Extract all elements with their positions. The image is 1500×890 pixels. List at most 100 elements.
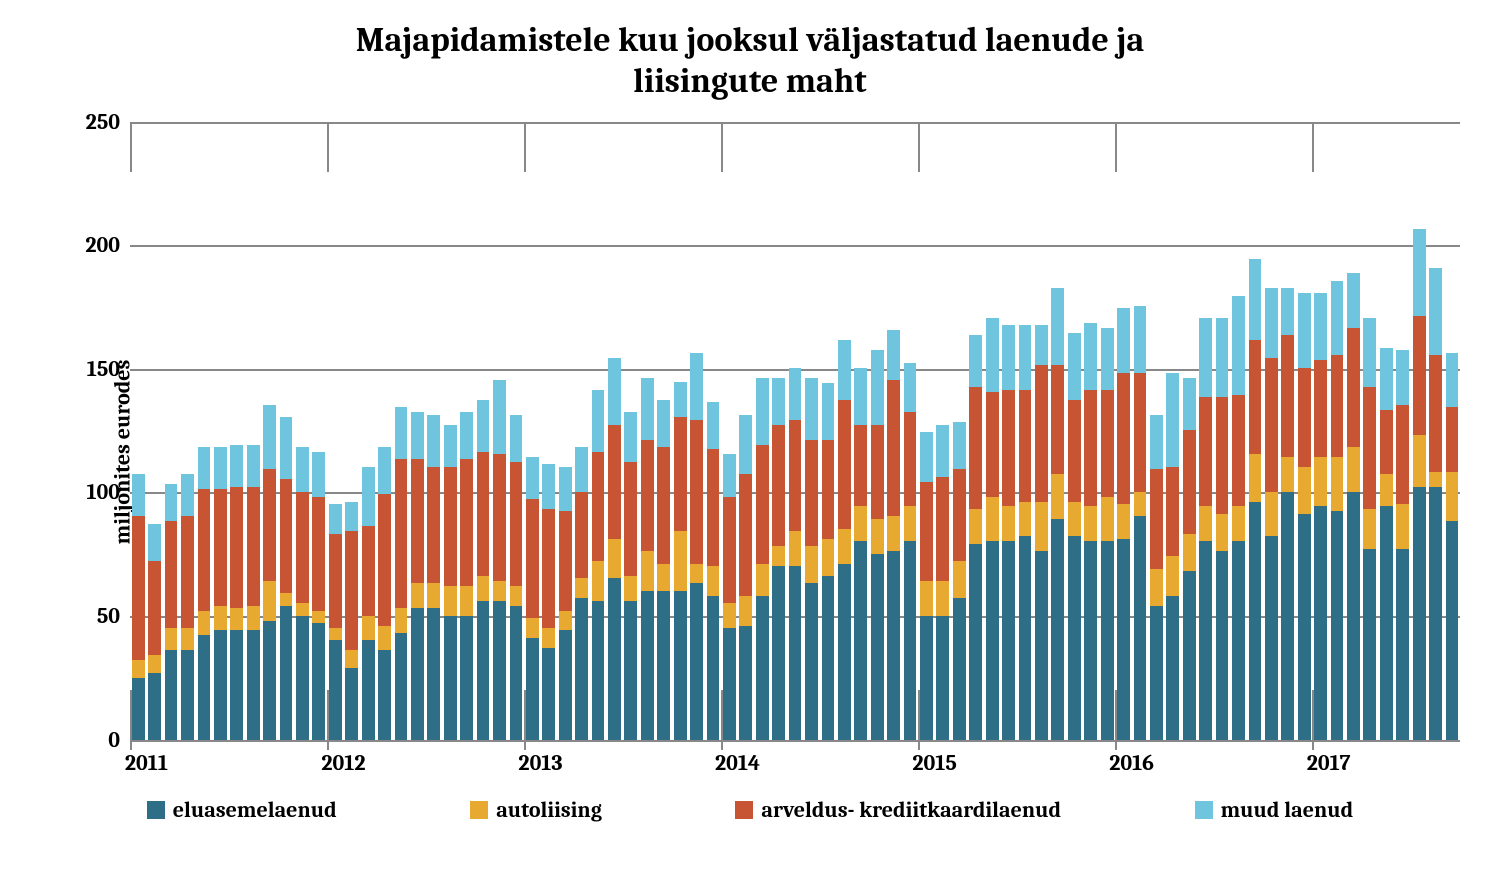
bar-segment-arveldus (1249, 340, 1262, 454)
bar-segment-auto (1134, 492, 1147, 517)
bar-segment-arveldus (1396, 405, 1409, 504)
bar-segment-muud (1249, 259, 1262, 341)
bar-segment-arveldus (411, 459, 424, 583)
bar-segment-muud (148, 524, 161, 561)
bar-stack (1380, 348, 1393, 740)
bar-segment-eluaseme (871, 554, 884, 740)
bar-segment-muud (280, 417, 293, 479)
bar-segment-auto (1216, 514, 1229, 551)
bar-stack (378, 447, 391, 740)
bar-segment-eluaseme (1249, 502, 1262, 740)
bar-segment-eluaseme (641, 591, 654, 740)
bar-stack (1183, 378, 1196, 740)
bar-segment-arveldus (838, 400, 851, 529)
bar-segment-arveldus (247, 487, 260, 606)
bar-segment-eluaseme (904, 541, 917, 739)
bar-segment-muud (707, 402, 720, 449)
bar-segment-muud (411, 412, 424, 459)
bar-segment-muud (1019, 325, 1032, 389)
bar-stack (411, 412, 424, 739)
bar-segment-muud (165, 484, 178, 521)
bar-segment-muud (772, 378, 785, 425)
bar-segment-muud (641, 378, 654, 440)
bar-segment-muud (460, 412, 473, 459)
bar-stack (510, 415, 523, 740)
bar-segment-muud (181, 474, 194, 516)
bar-segment-auto (510, 586, 523, 606)
bar-segment-muud (624, 412, 637, 462)
bar-segment-muud (838, 340, 851, 400)
x-axis: 2011201220132014201520162017 (130, 742, 1460, 782)
bar-segment-eluaseme (1298, 514, 1311, 740)
bar-segment-arveldus (1084, 390, 1097, 507)
bar-segment-arveldus (953, 469, 966, 561)
bar-segment-eluaseme (756, 596, 769, 740)
bar-segment-arveldus (493, 454, 506, 580)
bar-segment-auto (1347, 447, 1360, 492)
bar-segment-auto (312, 611, 325, 623)
bar-stack (953, 422, 966, 739)
bar-segment-auto (362, 616, 375, 641)
bar-segment-arveldus (756, 445, 769, 564)
bar-segment-auto (460, 586, 473, 616)
bar-segment-arveldus (936, 477, 949, 581)
bar-segment-arveldus (378, 494, 391, 625)
bar-column (787, 122, 803, 740)
bar-column (1362, 122, 1378, 740)
bar-segment-eluaseme (230, 630, 243, 739)
bar-segment-muud (575, 447, 588, 492)
bar-stack (198, 447, 211, 740)
legend-item-auto: autoliising (470, 797, 602, 823)
bar-segment-arveldus (345, 531, 358, 650)
bar-segment-arveldus (575, 492, 588, 579)
legend: eluasemelaenudautoliisingarveldus- kredi… (40, 797, 1460, 823)
bar-segment-auto (674, 531, 687, 591)
bar-segment-arveldus (1232, 395, 1245, 507)
bar-column (803, 122, 819, 740)
bar-segment-eluaseme (559, 630, 572, 739)
bar-segment-auto (526, 618, 539, 638)
bar-segment-eluaseme (362, 640, 375, 739)
bar-segment-muud (378, 447, 391, 494)
bar-segment-muud (477, 400, 490, 452)
bar-column (458, 122, 474, 740)
bar-stack (986, 318, 999, 740)
bar-stack (1396, 350, 1409, 739)
bar-column (1444, 122, 1460, 740)
bar-segment-eluaseme (165, 650, 178, 739)
bar-segment-muud (608, 358, 621, 425)
y-tick-label: 100 (86, 479, 120, 505)
bar-segment-arveldus (887, 380, 900, 516)
bar-stack (1363, 318, 1376, 740)
bar-segment-eluaseme (444, 616, 457, 740)
bar-stack (723, 454, 736, 739)
bar-stack (181, 474, 194, 739)
bar-column (524, 122, 540, 740)
bar-segment-muud (1068, 333, 1081, 400)
bar-segment-eluaseme (1134, 516, 1147, 739)
bar-segment-eluaseme (887, 551, 900, 739)
bar-column (639, 122, 655, 740)
bar-column (212, 122, 228, 740)
x-axis-label: 2013 (518, 750, 562, 776)
y-tick-label: 0 (108, 727, 120, 753)
bar-stack (1265, 288, 1278, 739)
bar-column (327, 122, 343, 740)
bar-segment-auto (920, 581, 933, 616)
bar-segment-eluaseme (1331, 511, 1344, 739)
bar-stack (920, 432, 933, 740)
bar-column (820, 122, 836, 740)
bar-segment-arveldus (460, 459, 473, 585)
bar-segment-muud (592, 390, 605, 452)
bar-column (918, 122, 934, 740)
bar-segment-arveldus (969, 387, 982, 509)
bar-segment-eluaseme (312, 623, 325, 740)
bar-segment-auto (1101, 497, 1114, 542)
bar-segment-auto (1002, 506, 1015, 541)
bar-segment-auto (247, 606, 260, 631)
bar-segment-arveldus (920, 482, 933, 581)
bar-segment-muud (198, 447, 211, 489)
legend-label: autoliising (496, 797, 602, 823)
bar-segment-arveldus (592, 452, 605, 561)
bar-stack (739, 415, 752, 740)
